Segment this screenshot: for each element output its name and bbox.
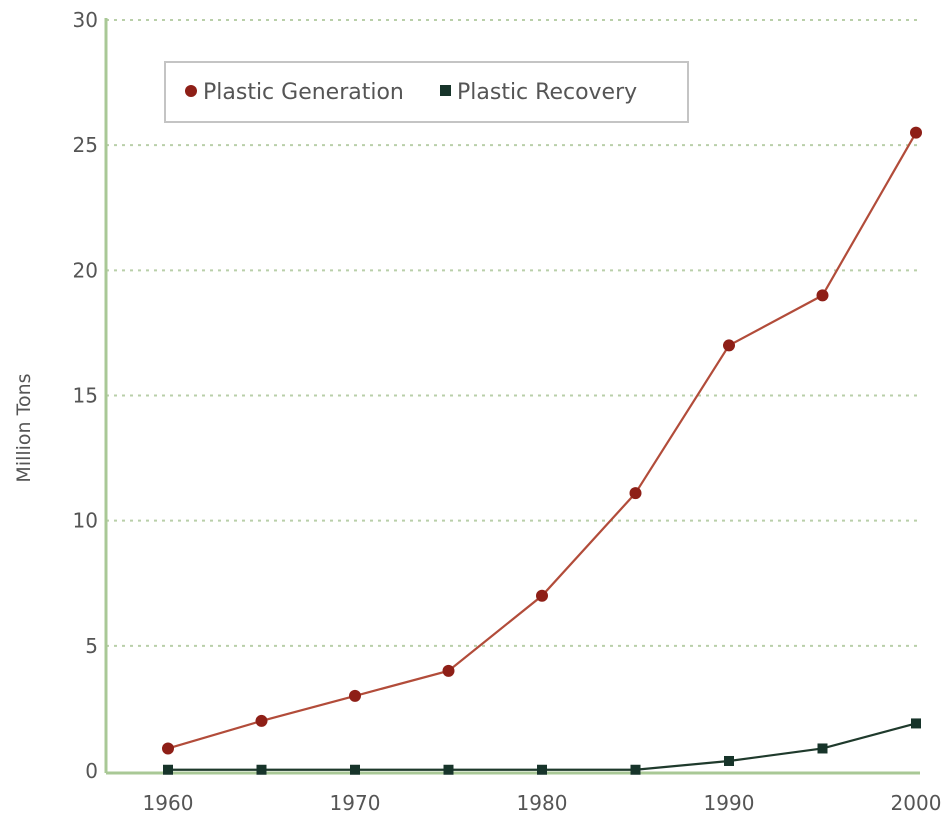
- legend-label-plastic-generation: Plastic Generation: [203, 80, 404, 105]
- y-tick-label-15: 15: [73, 384, 98, 408]
- y-tick-label-0: 0: [85, 759, 98, 783]
- point-plastic-generation-1990: [723, 339, 735, 352]
- point-plastic-recovery-1970: [350, 764, 360, 775]
- x-tick-label-1970: 1970: [330, 791, 381, 815]
- legend-box: [164, 61, 689, 123]
- axes: [104, 18, 920, 775]
- y-tick-label-30: 30: [73, 8, 98, 32]
- y-tick-labels: 0 5 10 15 20 25 30: [73, 8, 98, 783]
- point-plastic-generation-1980: [536, 589, 548, 602]
- point-plastic-recovery-1990: [724, 755, 734, 766]
- point-plastic-recovery-1960: [163, 764, 173, 775]
- y-tick-label-10: 10: [73, 509, 98, 533]
- x-tick-label-1980: 1980: [517, 791, 568, 815]
- legend: Plastic Generation Plastic Recovery: [164, 61, 689, 123]
- point-plastic-recovery-1965: [256, 764, 267, 775]
- series-line-plastic-generation: [167, 132, 917, 750]
- point-plastic-recovery-1980: [537, 764, 547, 775]
- x-tick-label-2000: 2000: [891, 791, 942, 815]
- x-tick-labels: 1960 1970 1980 1990 2000: [143, 791, 942, 815]
- point-plastic-generation-1975: [442, 664, 455, 677]
- point-plastic-generation-1995: [816, 289, 829, 302]
- legend-label-plastic-recovery: Plastic Recovery: [457, 80, 637, 105]
- point-plastic-recovery-1995: [817, 743, 828, 754]
- point-plastic-generation-1960: [162, 742, 174, 755]
- y-tick-label-20: 20: [73, 258, 98, 282]
- point-plastic-recovery-1985: [630, 764, 641, 775]
- point-plastic-generation-2000: [910, 126, 922, 139]
- x-tick-label-1990: 1990: [704, 791, 755, 815]
- series: [162, 126, 922, 775]
- legend-marker-plastic-generation: [185, 85, 197, 97]
- point-plastic-recovery-1975: [443, 764, 454, 775]
- point-plastic-generation-1985: [629, 487, 642, 500]
- y-tick-label-5: 5: [85, 634, 98, 658]
- point-plastic-generation-1965: [255, 714, 268, 727]
- series-plastic-generation: [162, 126, 922, 755]
- y-tick-label-25: 25: [73, 133, 98, 157]
- series-plastic-recovery: [163, 718, 921, 775]
- legend-marker-plastic-recovery: [440, 85, 451, 96]
- y-axis-title: Million Tons: [13, 373, 35, 482]
- x-tick-label-1960: 1960: [143, 791, 194, 815]
- point-plastic-generation-1970: [349, 689, 361, 702]
- series-line-plastic-recovery: [168, 722, 917, 771]
- point-plastic-recovery-2000: [911, 718, 921, 729]
